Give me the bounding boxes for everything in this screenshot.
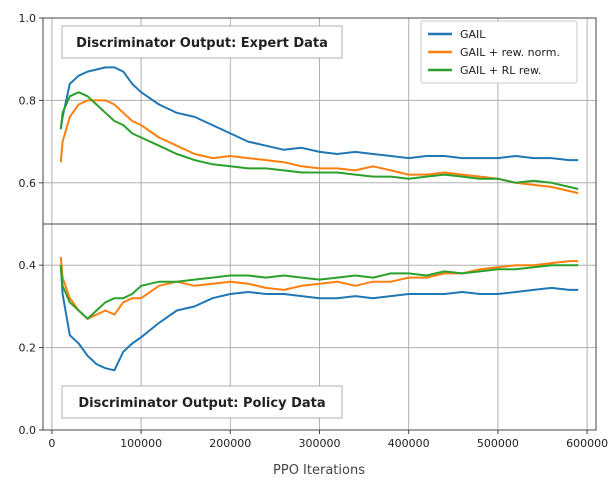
y-tick-label: 0.6 [19, 177, 37, 190]
y-tick-label: 0.8 [19, 94, 37, 107]
x-tick-label: 300000 [299, 437, 341, 450]
x-tick-label: 0 [48, 437, 55, 450]
x-tick-label: 400000 [388, 437, 430, 450]
x-tick-label: 600000 [566, 437, 608, 450]
series-line-1-0 [59, 265, 579, 372]
y-tick-label: 0.0 [19, 424, 37, 437]
legend-label-gail: GAIL [460, 28, 486, 41]
series-line-0-2 [59, 91, 579, 190]
x-tick-label: 200000 [209, 437, 251, 450]
series-line-1-2 [59, 264, 579, 320]
expert-title-box: Discriminator Output: Expert Data [61, 25, 343, 59]
x-tick-label: 100000 [120, 437, 162, 450]
policy-title-box: Discriminator Output: Policy Data [61, 385, 343, 419]
y-tick-label: 0.2 [19, 342, 37, 355]
series-line-0-1 [59, 99, 579, 195]
tick-layer: 0.6 0.8 1.0 0.0 0.2 0.4 0 100000 200000 300000 400… [19, 12, 609, 450]
legend-label-rl-rew: GAIL + RL rew. [460, 64, 541, 77]
y-tick-label: 1.0 [19, 12, 37, 25]
series-line-1-1 [59, 256, 579, 320]
y-tick-label: 0.4 [19, 259, 37, 272]
series-line-0-0 [59, 66, 579, 162]
series-layer [59, 66, 579, 372]
expert-panel-title: Discriminator Output: Expert Data [76, 36, 328, 51]
legend-label-rew-norm: GAIL + rew. norm. [460, 46, 560, 59]
legend: GAIL GAIL + rew. norm. GAIL + RL rew. [420, 20, 578, 84]
x-tick-label: 500000 [477, 437, 519, 450]
policy-panel-title: Discriminator Output: Policy Data [78, 396, 325, 411]
x-axis-label: PPO Iterations [273, 463, 365, 478]
